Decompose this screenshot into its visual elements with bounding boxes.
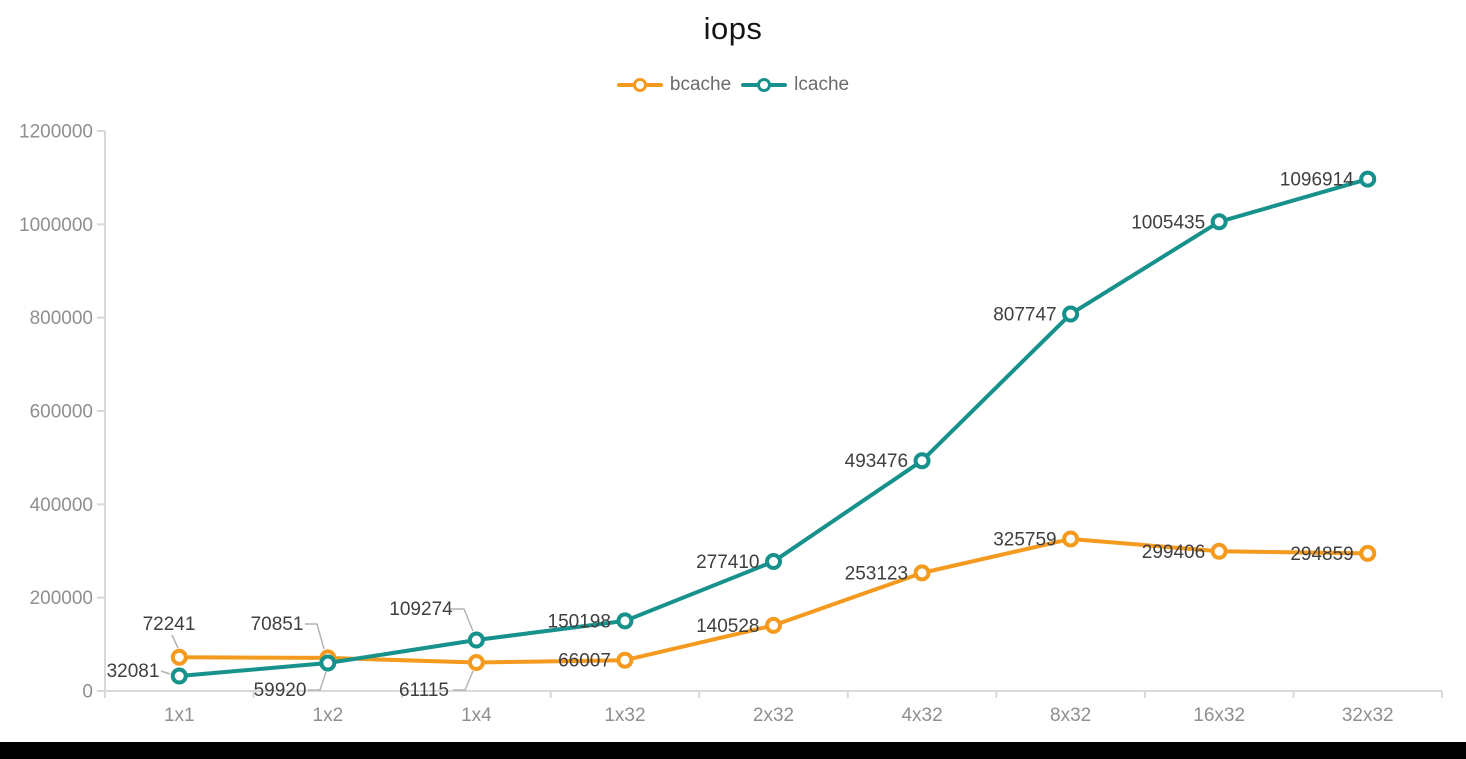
lcache-point-1x4[interactable] xyxy=(467,631,485,649)
y-axis-label: 800000 xyxy=(30,308,93,329)
lcache-line-marker-icon xyxy=(741,78,788,92)
label-leader-line xyxy=(305,623,325,650)
bcache-value-label-8x32: 325759 xyxy=(993,529,1056,550)
lcache-value-label-1x4: 109274 xyxy=(389,599,453,620)
x-axis-label-1x1: 1x1 xyxy=(164,705,195,726)
lcache-dot-icon xyxy=(757,78,772,92)
label-leader-line xyxy=(308,671,327,691)
x-axis-label-1x4: 1x4 xyxy=(461,705,492,726)
x-axis-label-32x32: 32x32 xyxy=(1342,705,1394,726)
lcache-point-8x32[interactable] xyxy=(1062,305,1080,323)
lcache-value-label-1x1: 32081 xyxy=(107,661,160,682)
label-leader-line xyxy=(450,608,474,632)
lcache-value-label-1x2: 59920 xyxy=(254,680,307,701)
lcache-point-16x32[interactable] xyxy=(1210,213,1228,231)
y-axis-label: 0 xyxy=(82,682,93,703)
y-axis-label: 600000 xyxy=(30,402,93,423)
bcache-value-label-2x32: 140528 xyxy=(696,616,759,637)
lcache-point-2x32[interactable] xyxy=(765,553,782,571)
x-axis-label-2x32: 2x32 xyxy=(753,705,794,726)
lcache-value-label-16x32: 1005435 xyxy=(1131,212,1205,233)
bcache-point-32x32[interactable] xyxy=(1359,544,1377,562)
legend-item-bcache[interactable]: bcache xyxy=(616,74,732,96)
lcache-point-1x2[interactable] xyxy=(319,654,337,672)
bcache-value-label-1x4: 61115 xyxy=(399,680,449,701)
y-axis-label: 400000 xyxy=(30,495,93,516)
bcache-point-2x32[interactable] xyxy=(765,616,782,634)
x-axis-label-8x32: 8x32 xyxy=(1050,705,1091,726)
bcache-value-label-1x1: 72241 xyxy=(143,614,196,635)
lcache-point-32x32[interactable] xyxy=(1359,170,1377,188)
bcache-value-label-4x32: 253123 xyxy=(845,563,908,584)
x-axis-label-1x2: 1x2 xyxy=(313,705,344,726)
lcache-point-4x32[interactable] xyxy=(913,452,931,470)
y-axis-label: 1000000 xyxy=(19,215,93,236)
lcache-value-label-4x32: 493476 xyxy=(845,451,908,472)
label-leader-line xyxy=(171,634,179,649)
y-axis-label: 1200000 xyxy=(19,122,93,143)
bcache-value-label-1x32: 66007 xyxy=(558,651,611,672)
lcache-point-1x32[interactable] xyxy=(616,612,634,630)
bcache-point-16x32[interactable] xyxy=(1210,542,1228,560)
bcache-point-1x4[interactable] xyxy=(467,653,485,671)
legend-label-bcache: bcache xyxy=(669,74,732,95)
chart-title: iops xyxy=(703,11,763,46)
x-axis-label-16x32: 16x32 xyxy=(1193,705,1245,726)
legend-label-lcache: lcache xyxy=(794,74,850,95)
lcache-value-label-1x32: 150198 xyxy=(548,611,611,632)
bcache-value-label-32x32: 294859 xyxy=(1290,544,1353,565)
legend: bcache lcache xyxy=(0,74,1466,96)
legend-item-lcache[interactable]: lcache xyxy=(741,74,849,96)
bcache-point-4x32[interactable] xyxy=(913,564,931,582)
label-leader-line xyxy=(160,670,171,675)
x-axis-label-1x32: 1x32 xyxy=(604,705,645,726)
bcache-line-marker-icon xyxy=(616,78,663,92)
bottom-black-bar xyxy=(0,742,1466,759)
bcache-dot-icon xyxy=(632,78,647,92)
lcache-value-label-8x32: 807747 xyxy=(993,305,1056,326)
bcache-value-label-16x32: 299406 xyxy=(1142,542,1205,563)
y-axis-label: 200000 xyxy=(30,588,93,609)
x-axis-label-4x32: 4x32 xyxy=(901,705,942,726)
bcache-value-label-1x2: 70851 xyxy=(251,614,304,635)
bcache-point-1x1[interactable] xyxy=(170,648,188,666)
bcache-point-8x32[interactable] xyxy=(1062,530,1080,548)
lcache-value-label-2x32: 277410 xyxy=(696,552,759,573)
lcache-point-1x1[interactable] xyxy=(170,667,188,685)
lcache-line xyxy=(177,177,1370,679)
label-leader-line xyxy=(453,670,474,691)
bcache-point-1x32[interactable] xyxy=(616,651,634,669)
line-chart-plot: 0 200000 400000 600000 800000 1000000 1200000 1… xyxy=(19,122,1443,726)
lcache-value-label-32x32: 1096914 xyxy=(1280,170,1354,191)
